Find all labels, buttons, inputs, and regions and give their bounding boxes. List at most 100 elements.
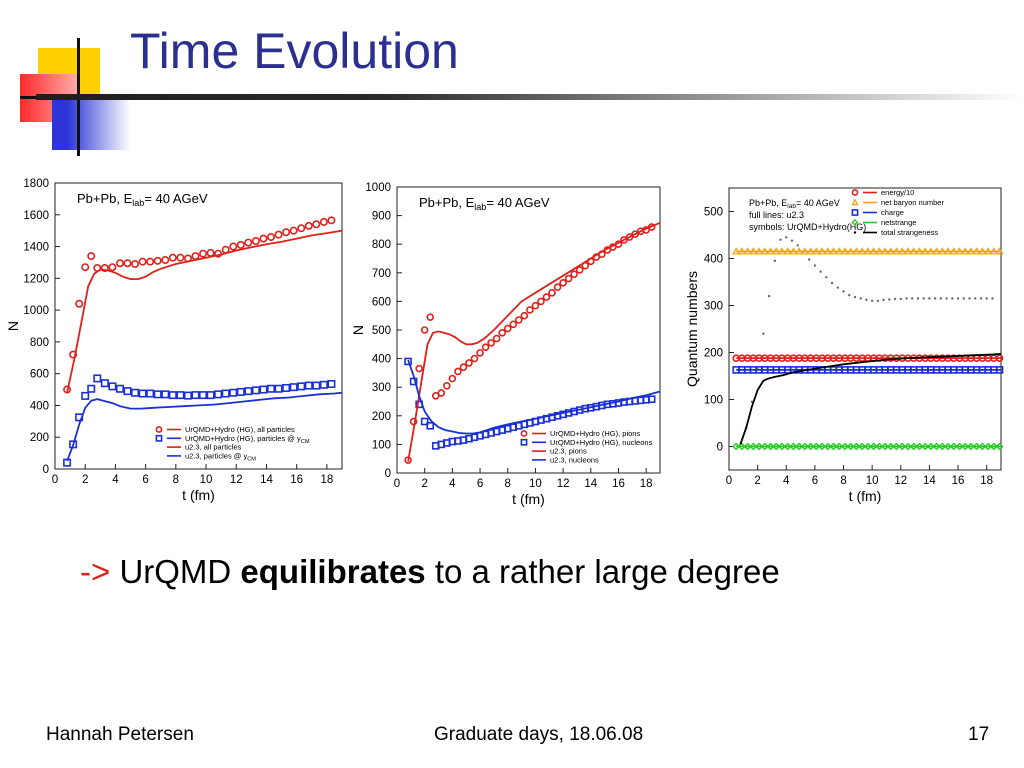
data-point [852,442,861,451]
plot-annotation: Pb+Pb, Elab= 40 AGeV [77,191,208,208]
data-point [476,349,484,357]
data-point [259,385,268,394]
data-point [470,354,479,363]
y-tick-label: 100 [704,395,723,407]
series-0 [404,223,656,464]
data-point [100,264,109,273]
data-point [859,297,862,300]
legend-entry: u2.3, all particles [167,443,242,452]
data-point [244,387,253,396]
series-line [66,229,343,393]
data-point [161,390,170,399]
legend-label: u2.3, pions [550,447,587,456]
conclusion-text: -> UrQMD equilibrates to a rather large … [80,553,780,591]
data-point [961,442,970,451]
y-tick-label: 400 [372,354,391,366]
data-point [199,391,208,400]
annotation-part: symbols: UrQMD+Hydro(HG) [749,222,866,232]
data-point [785,236,788,239]
data-point [812,442,821,451]
legend-text: net baryon number [881,198,944,207]
data-point [865,298,868,302]
legend-text: energy/10 [881,188,914,197]
data-point [773,259,777,263]
footer-page-number: 17 [968,724,990,745]
data-point [767,294,771,298]
data-point [800,442,809,451]
legend-entry: UrQMD+Hydro (HG), pions [520,429,640,438]
data-point [146,389,155,398]
data-point [962,297,965,300]
data-point [790,239,794,242]
legend-marker [851,209,859,216]
data-point [949,442,958,451]
data-point [823,442,832,451]
data-point [509,320,518,329]
data-point [183,391,192,400]
series-line [407,221,661,462]
x-tick-label: 16 [612,478,625,490]
y-tick-label: 1200 [23,273,49,285]
series-0 [63,216,336,394]
annotation-sub: lab [132,198,144,208]
data-point [760,442,769,451]
data-point [818,442,826,451]
x-tick-label: 0 [726,475,732,487]
data-point [75,299,84,308]
x-tick-label: 2 [754,475,760,487]
data-point [974,297,977,300]
y-tick-label: 500 [372,325,391,337]
data-point [909,442,918,451]
annotation-part: Pb+Pb, E [77,191,133,206]
x-tick-label: 18 [640,478,653,490]
series-1 [63,374,336,467]
series-line [407,359,661,435]
data-point [236,387,245,396]
y-tick-label: 0 [717,442,723,454]
legend-label: energy/10 [881,188,914,197]
annotation-sub: lab [474,202,486,212]
x-tick-label: 4 [783,475,790,487]
data-point [69,350,78,359]
data-point [87,252,96,261]
data-point [807,258,811,261]
legend-sub: CM [301,439,310,445]
x-tick-label: 8 [840,475,846,487]
data-point [153,390,162,399]
data-point [437,389,446,397]
data-point [131,388,140,397]
y-tick-label: 400 [30,400,49,412]
data-point [267,233,276,242]
data-point [297,224,306,233]
data-point [515,316,523,324]
legend-label: UrQMD+Hydro (HG), particles @ yCM [185,434,310,445]
data-point [956,297,960,300]
data-point [938,442,947,451]
y-tick-label: 200 [704,348,723,360]
legend-text: charge [881,208,904,217]
legend-label: net baryon number [881,198,944,207]
y-tick-label: 1400 [23,242,49,254]
data-point [244,238,253,247]
legend-label: UrQMD+Hydro (HG), nucleons [550,438,653,447]
data-point [191,252,200,261]
annotation-part: = 40 AGeV [486,195,550,210]
data-point [881,442,889,451]
legend-text: u2.3, all particles [185,443,242,452]
data-point [282,383,291,392]
data-point [755,442,763,451]
data-point [304,381,313,390]
data-point [199,249,208,258]
y-axis-label: N [350,325,366,335]
x-tick-label: 14 [260,474,273,486]
plot-frame [728,187,1002,471]
data-point [858,442,867,451]
x-tick-label: 10 [200,474,213,486]
legend-marker [520,438,528,446]
series-line [739,353,1002,445]
data-point [932,442,941,451]
data-point [108,263,117,272]
data-point [564,274,573,283]
series-2 [407,221,661,462]
data-point [898,442,907,451]
